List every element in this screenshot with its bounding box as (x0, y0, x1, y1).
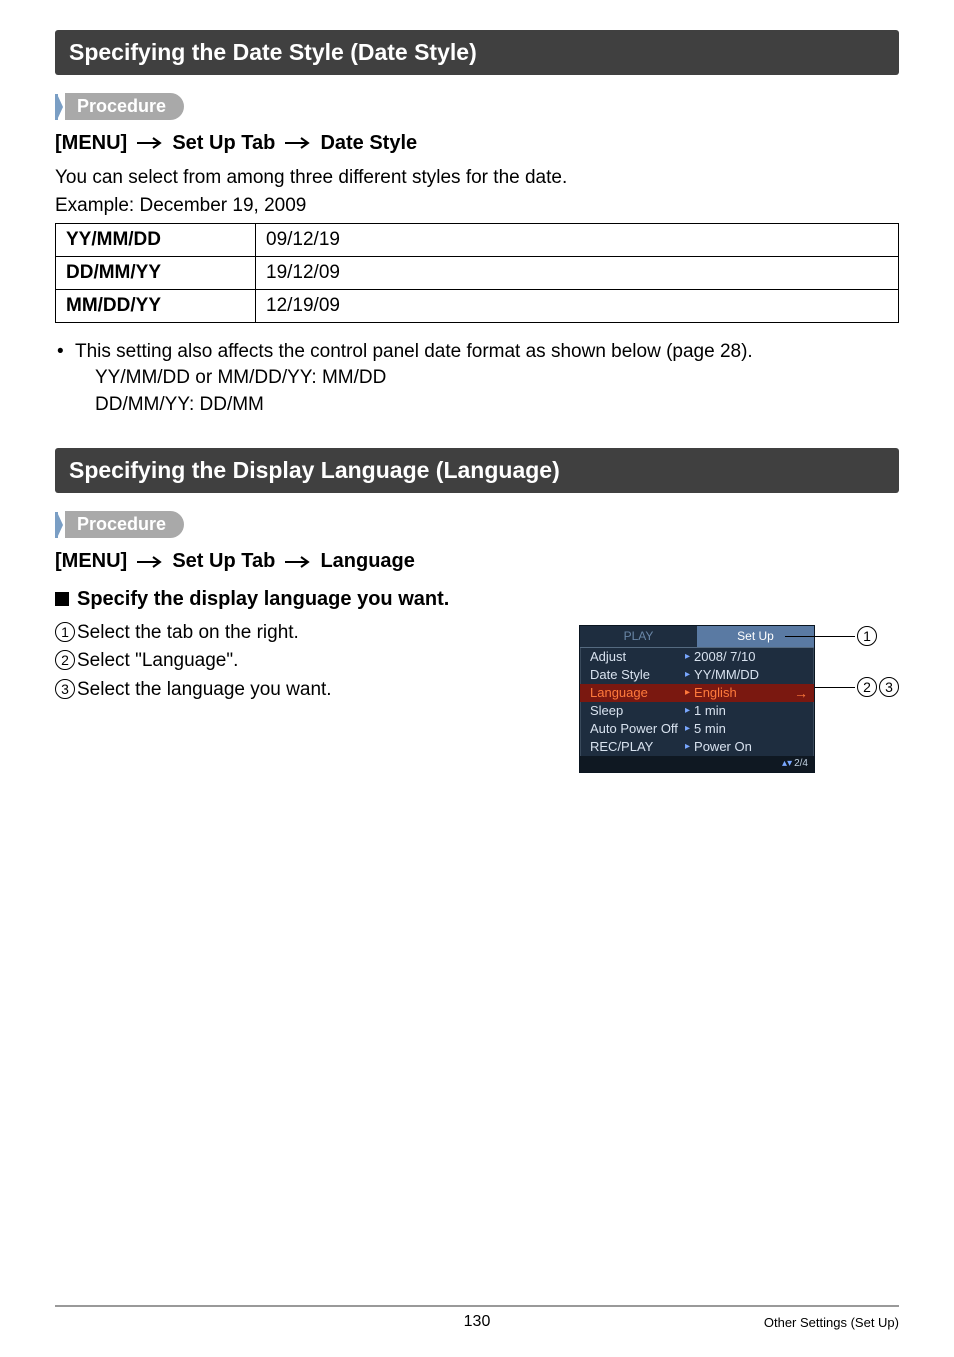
chevron-icon: ▸ (685, 687, 690, 698)
chevron-icon: ▸ (685, 705, 690, 716)
page-footer: 130 Other Settings (Set Up) (55, 1305, 899, 1331)
table-cell-label: DD/MM/YY (56, 256, 256, 289)
step-1-text: Select the tab on the right. (77, 622, 299, 643)
footer-section-label: Other Settings (Set Up) (764, 1315, 899, 1330)
callout-3: 3 (879, 677, 899, 697)
note-line-2: YY/MM/DD or MM/DD/YY: MM/DD (75, 365, 899, 392)
table-row: YY/MM/DD 09/12/19 (56, 223, 899, 256)
menu-item-label: Adjust (590, 649, 685, 664)
intro-text-1: You can select from among three differen… (55, 165, 899, 191)
menu-item-value: English (694, 685, 737, 700)
step-2-text: Select "Language". (77, 650, 238, 671)
menu-item-value: 5 min (694, 721, 726, 736)
subsection-heading: Specify the display language you want. (55, 588, 899, 611)
menu-item-label: Sleep (590, 703, 685, 718)
procedure-label-1: Procedure (65, 93, 184, 120)
table-cell-label: YY/MM/DD (56, 223, 256, 256)
callout-line-23 (815, 687, 855, 689)
note-line-1: This setting also affects the control pa… (75, 339, 899, 366)
step-3: 3Select the language you want. (55, 676, 559, 705)
menu-tab-row: PLAY Set Up (580, 626, 814, 648)
path-part: [MENU] (55, 132, 127, 154)
step-1: 1Select the tab on the right. (55, 619, 559, 648)
menu-item-datestyle: Date Style ▸ YY/MM/DD (580, 666, 814, 684)
note-line-3: DD/MM/YY: DD/MM (75, 392, 899, 419)
table-cell-value: 19/12/09 (256, 256, 899, 289)
steps-and-image-row: 1Select the tab on the right. 2Select "L… (55, 619, 899, 773)
menu-item-value: Power On (694, 739, 752, 754)
highlight-arrow-icon: → (794, 686, 808, 700)
procedure-row-1: Procedure (55, 93, 899, 120)
circled-1-icon: 1 (55, 622, 75, 642)
section-heading-date-style: Specifying the Date Style (Date Style) (55, 30, 899, 75)
menu-item-sleep: Sleep ▸ 1 min (580, 702, 814, 720)
square-bullet-icon (55, 592, 69, 606)
callout-1: 1 (857, 626, 877, 646)
intro-text-2: Example: December 19, 2009 (55, 193, 899, 219)
circled-2-icon: 2 (55, 650, 75, 670)
table-cell-label: MM/DD/YY (56, 289, 256, 322)
chevron-icon: ▸ (685, 669, 690, 680)
callout-line-1 (785, 636, 855, 638)
table-row: MM/DD/YY 12/19/09 (56, 289, 899, 322)
step-2: 2Select "Language". (55, 647, 559, 676)
menu-item-label: REC/PLAY (590, 739, 685, 754)
date-style-table: YY/MM/DD 09/12/19 DD/MM/YY 19/12/09 MM/D… (55, 223, 899, 323)
menu-path-language: [MENU] Set Up Tab Language (55, 550, 899, 573)
menu-item-label: Date Style (590, 667, 685, 682)
arrow-icon (285, 132, 311, 155)
menu-item-recplay: REC/PLAY ▸ Power On (580, 738, 814, 756)
procedure-label-2: Procedure (65, 511, 184, 538)
menu-path-date-style: [MENU] Set Up Tab Date Style (55, 132, 899, 155)
callout-2: 2 (857, 677, 877, 697)
chevron-icon: ▸ (685, 723, 690, 734)
chevron-icon: ▸ (685, 741, 690, 752)
camera-menu-panel: PLAY Set Up Adjust ▸ 2008/ 7/10 Date Sty… (579, 625, 815, 773)
menu-item-adjust: Adjust ▸ 2008/ 7/10 (580, 648, 814, 666)
menu-item-language: Language ▸ English → (580, 684, 814, 702)
procedure-row-2: Procedure (55, 511, 899, 538)
menu-item-autopoweroff: Auto Power Off ▸ 5 min (580, 720, 814, 738)
table-row: DD/MM/YY 19/12/09 (56, 256, 899, 289)
steps-column: 1Select the tab on the right. 2Select "L… (55, 619, 559, 705)
procedure-bar-icon (55, 94, 63, 120)
path-part: Language (320, 550, 414, 572)
menu-tab-play: PLAY (580, 626, 697, 647)
menu-item-value: 1 min (694, 703, 726, 718)
subsection-heading-text: Specify the display language you want. (77, 588, 449, 610)
menu-screenshot-column: PLAY Set Up Adjust ▸ 2008/ 7/10 Date Sty… (559, 619, 899, 773)
arrow-icon (285, 551, 311, 574)
chevron-icon: ▸ (685, 651, 690, 662)
table-cell-value: 09/12/19 (256, 223, 899, 256)
procedure-bar-icon (55, 512, 63, 538)
path-part: Set Up Tab (172, 550, 275, 572)
path-part: Date Style (320, 132, 417, 154)
updown-icon: ▴▾ (782, 758, 792, 769)
arrow-icon (137, 132, 163, 155)
section-heading-language: Specifying the Display Language (Languag… (55, 448, 899, 493)
step-3-text: Select the language you want. (77, 679, 332, 700)
menu-page-indicator: ▴▾2/4 (580, 756, 814, 772)
menu-item-label: Auto Power Off (590, 721, 685, 736)
table-cell-value: 12/19/09 (256, 289, 899, 322)
menu-item-value: 2008/ 7/10 (694, 649, 755, 664)
path-part: [MENU] (55, 550, 127, 572)
menu-item-value: YY/MM/DD (694, 667, 759, 682)
path-part: Set Up Tab (172, 132, 275, 154)
note-block: This setting also affects the control pa… (55, 339, 899, 419)
menu-item-label: Language (590, 685, 685, 700)
arrow-icon (137, 551, 163, 574)
circled-3-icon: 3 (55, 679, 75, 699)
menu-page-text: 2/4 (794, 758, 808, 769)
